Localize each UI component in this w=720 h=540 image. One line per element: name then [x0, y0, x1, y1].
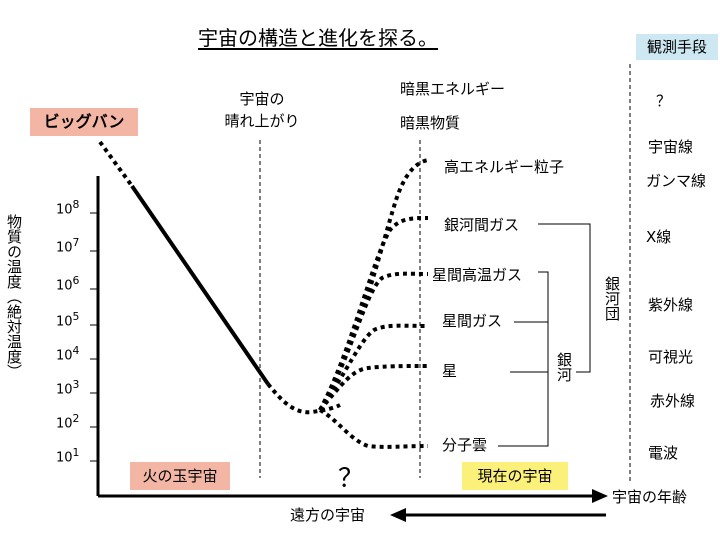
observation-gamma-ray: ガンマ線	[646, 172, 707, 190]
x-axis-label: 宇宙の年齢	[612, 488, 688, 506]
fireball-cooling-line	[130, 184, 270, 386]
big-bang-label: ビッグバン	[30, 108, 138, 136]
galaxy-group-label: 銀河	[555, 352, 573, 382]
observation-header: 観測手段	[636, 34, 718, 60]
y-tick-1e3: 103	[56, 378, 80, 398]
present-universe-label: 現在の宇宙	[462, 462, 568, 490]
stars-curve	[318, 364, 429, 412]
molecular-clouds-curve	[318, 408, 429, 449]
distant-universe-label: 遠方の宇宙	[290, 506, 366, 524]
interstellar-gas-label: 星間ガス	[442, 312, 503, 330]
stars-label: 星	[442, 362, 458, 380]
y-tick-1e7: 107	[56, 236, 80, 256]
hot-interstellar-gas-curve	[318, 271, 429, 412]
molecular-clouds-label: 分子雲	[442, 436, 488, 454]
observation-xray: X線	[646, 228, 672, 246]
observation-unknown: ？	[656, 92, 672, 110]
dark-matter-label: 暗黒物質	[400, 114, 461, 132]
galaxy-cluster-bracket	[538, 223, 591, 373]
y-tick-1e1: 101	[56, 446, 80, 466]
observation-ultraviolet: 紫外線	[648, 296, 694, 314]
dark-energy-label: 暗黒エネルギー	[400, 80, 506, 98]
fireball-universe-label: 火の玉宇宙	[130, 462, 230, 490]
distance-arrowhead	[390, 508, 406, 522]
observation-infrared: 赤外線	[650, 392, 696, 410]
y-tick-1e5: 105	[56, 310, 80, 330]
observation-visible-light: 可視光	[648, 348, 694, 366]
high-energy-particles-label: 高エネルギー粒子	[444, 158, 565, 176]
question-mark: ？	[338, 464, 365, 494]
interstellar-gas-curve	[318, 323, 429, 412]
page-title: 宇宙の構造と進化を探る。	[198, 26, 438, 50]
recombination-label: 宇宙の 晴れ上がり	[214, 88, 310, 132]
hot-interstellar-gas-label: 星間高温ガス	[432, 266, 523, 284]
dark-ages-curve	[266, 382, 341, 415]
intergalactic-gas-label: 銀河間ガス	[444, 216, 520, 234]
observation-radio: 電波	[648, 444, 679, 462]
x-axis-arrowhead	[592, 489, 608, 503]
y-tick-marks	[90, 212, 98, 462]
observation-cosmic-ray: 宇宙線	[648, 138, 694, 156]
recombination-line-2: 晴れ上がり	[224, 112, 300, 130]
galaxy-cluster-group-label: 銀河団	[603, 276, 621, 321]
recombination-line-1: 宇宙の	[239, 90, 285, 108]
y-axis-label: 物質の温度（絶対温度）	[5, 214, 23, 379]
y-tick-1e8: 108	[56, 198, 80, 218]
y-tick-1e4: 104	[56, 344, 80, 364]
y-tick-1e2: 102	[56, 412, 80, 432]
big-bang-dotted-line	[98, 140, 134, 188]
galaxy-bracket	[498, 271, 549, 447]
y-tick-1e6: 106	[56, 274, 80, 294]
